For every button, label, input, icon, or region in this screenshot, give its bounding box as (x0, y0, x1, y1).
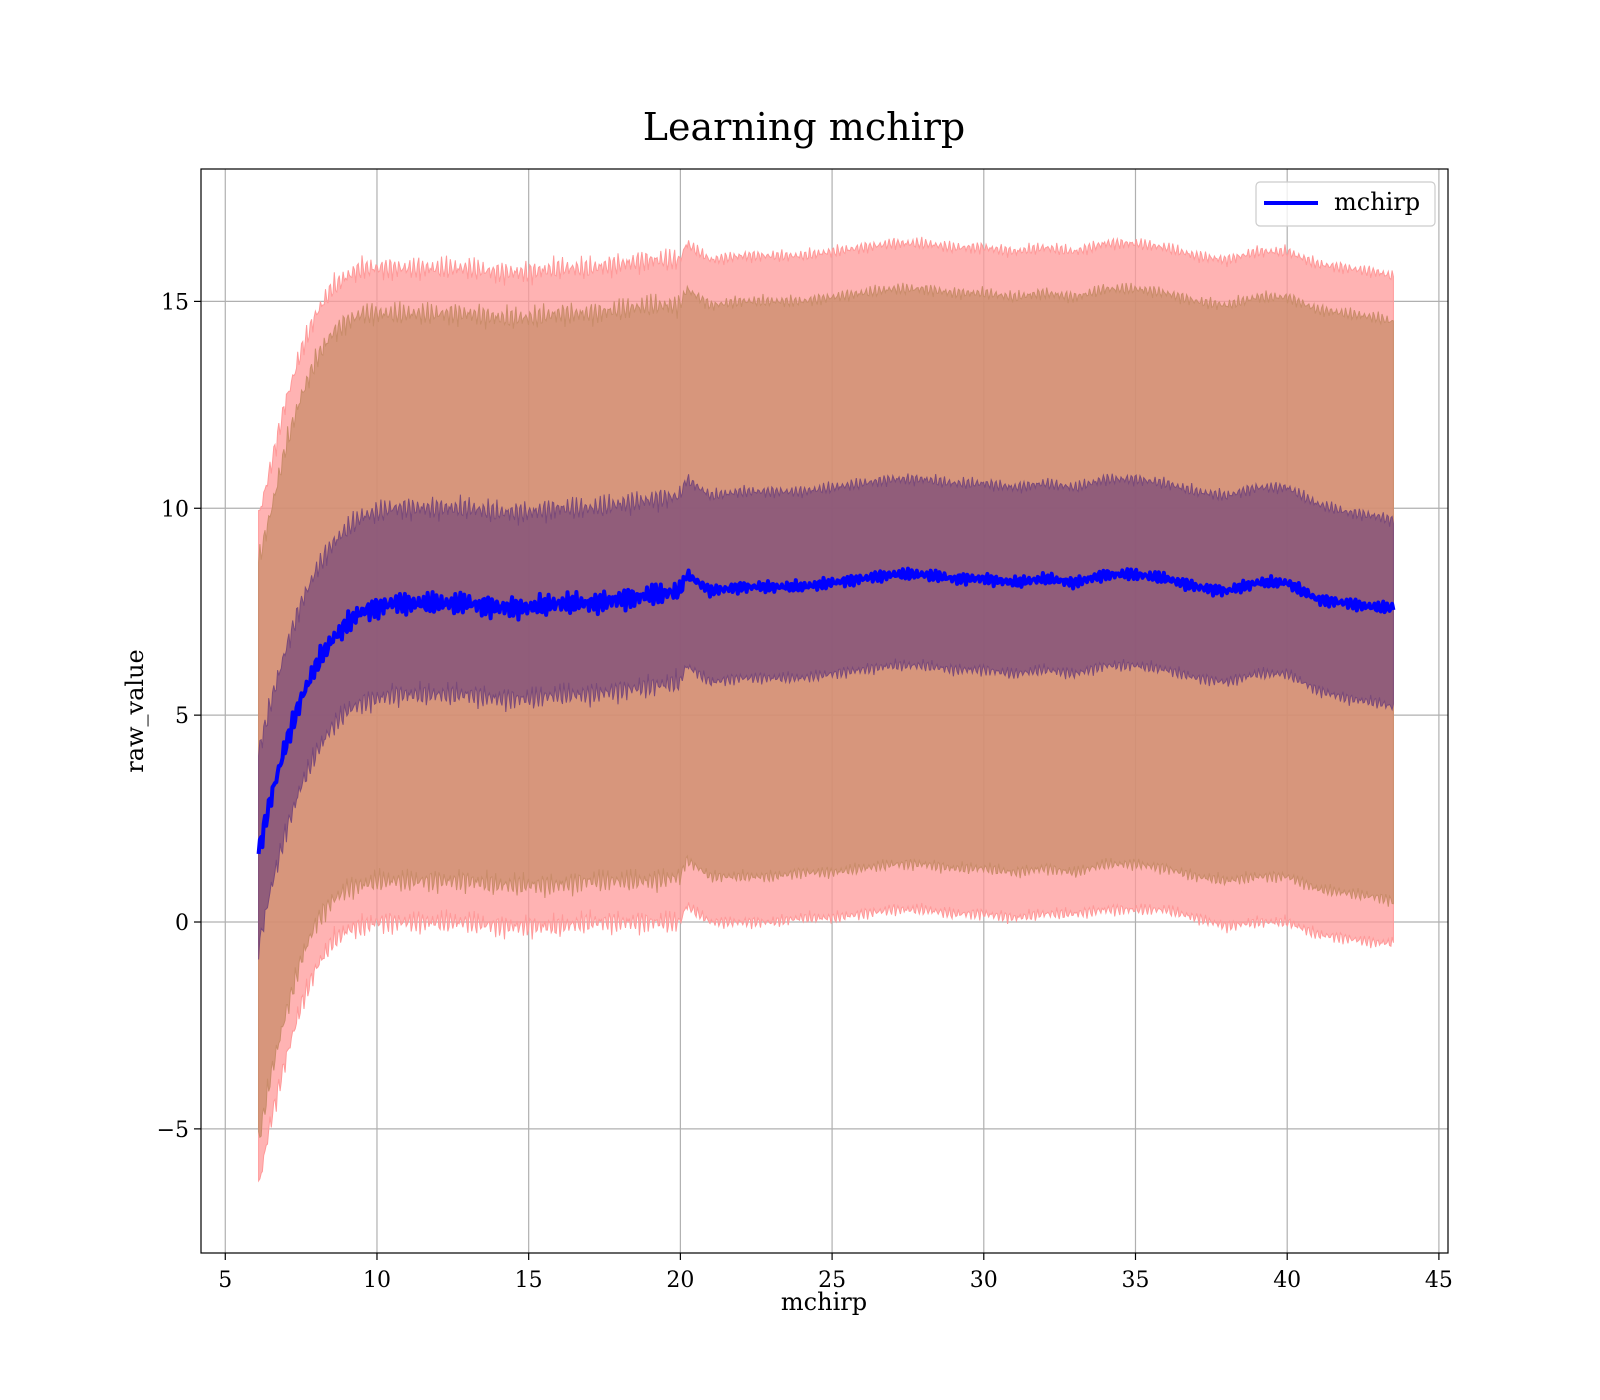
band-inner (258, 473, 1394, 960)
x-tick-label: 10 (363, 1268, 391, 1293)
y-tick-label: 10 (161, 497, 189, 522)
x-tick-label: 25 (818, 1268, 846, 1293)
x-tick-label: 15 (515, 1268, 543, 1293)
legend-box (1255, 181, 1436, 227)
x-tick-label: 5 (218, 1268, 232, 1293)
plot-area: 5 10 15 20 25 30 35 40 45 −5 0 5 10 15 (157, 168, 1453, 1293)
y-tick-label: 5 (175, 704, 189, 729)
legend-label-mchirp: mchirp (1334, 188, 1420, 216)
y-tick-label: 0 (175, 911, 189, 936)
y-axis-label: raw_value (121, 649, 149, 773)
x-tick-label: 20 (666, 1268, 694, 1293)
x-axis-ticks: 5 10 15 20 25 30 35 40 45 (218, 1253, 1453, 1293)
x-tick-label: 45 (1425, 1268, 1453, 1293)
y-tick-label: −5 (157, 1118, 189, 1143)
series-lines (256, 566, 1396, 855)
confidence-bands (258, 236, 1394, 1183)
y-tick-label: 15 (161, 290, 189, 315)
x-axis-label: mchirp (781, 1288, 867, 1316)
series-line-mchirp (256, 566, 1396, 855)
legend: mchirp (1255, 181, 1436, 227)
x-tick-label: 30 (970, 1268, 998, 1293)
y-axis-ticks: −5 0 5 10 15 (157, 290, 201, 1143)
chart-title: Learning mchirp (643, 105, 965, 149)
x-tick-label: 40 (1273, 1268, 1301, 1293)
x-tick-label: 35 (1121, 1268, 1149, 1293)
plot-frame (200, 168, 1449, 1254)
